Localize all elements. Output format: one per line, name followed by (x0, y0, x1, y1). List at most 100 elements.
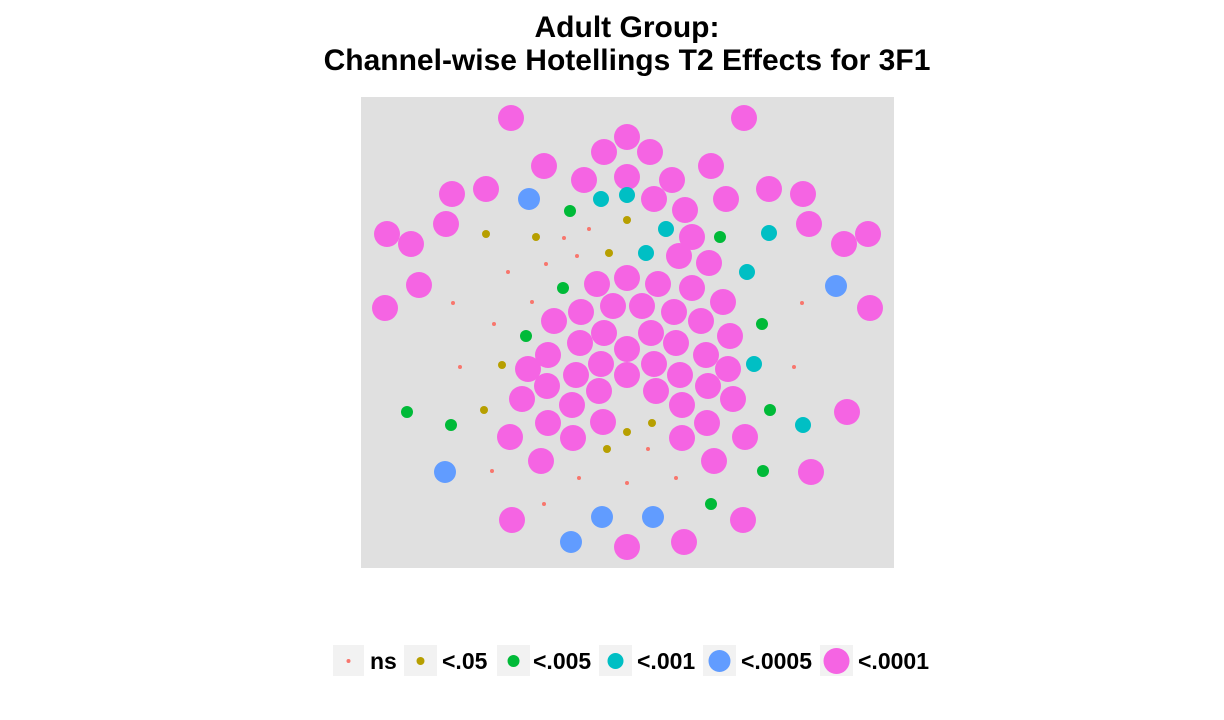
data-point-p0005 (591, 506, 613, 528)
data-point-p0001 (586, 378, 612, 404)
data-point-p0001 (730, 507, 756, 533)
data-point-p0001 (498, 105, 524, 131)
data-point-p05 (623, 428, 631, 436)
legend-label-p005: <.005 (533, 648, 591, 674)
data-point-p0001 (645, 271, 671, 297)
data-point-p0001 (560, 425, 586, 451)
data-point-p0001 (588, 351, 614, 377)
data-point-p001 (593, 191, 609, 207)
data-point-p001 (746, 356, 762, 372)
data-point-p05 (623, 216, 631, 224)
data-point-p001 (761, 225, 777, 241)
data-point-p0001 (672, 197, 698, 223)
data-point-p0001 (717, 323, 743, 349)
data-point-p005 (756, 318, 768, 330)
data-point-p0001 (694, 410, 720, 436)
data-point-p0005 (825, 275, 847, 297)
data-point-p0001 (614, 265, 640, 291)
data-point-p0001 (531, 153, 557, 179)
data-point-ns (492, 322, 496, 326)
data-point-ns (506, 270, 510, 274)
data-point-p0001 (439, 181, 465, 207)
legend-key-p0005 (708, 650, 731, 672)
data-point-p0001 (499, 507, 525, 533)
data-point-p0001 (679, 275, 705, 301)
legend-label-p001: <.001 (637, 648, 695, 674)
data-point-p0001 (600, 293, 626, 319)
data-point-p0001 (790, 181, 816, 207)
data-point-p0005 (434, 461, 456, 483)
data-point-p0001 (497, 424, 523, 450)
data-point-p0001 (857, 295, 883, 321)
data-point-p0001 (696, 250, 722, 276)
legend-key-p0001 (823, 648, 850, 674)
data-point-p0001 (796, 211, 822, 237)
data-point-p0001 (374, 221, 400, 247)
data-point-p0001 (372, 295, 398, 321)
data-point-p0001 (855, 221, 881, 247)
data-point-ns (674, 476, 678, 480)
data-point-p0001 (567, 330, 593, 356)
points-layer (372, 105, 883, 560)
data-point-p0001 (710, 289, 736, 315)
data-point-p05 (482, 230, 490, 238)
data-point-p0001 (614, 164, 640, 190)
data-point-p0001 (715, 356, 741, 382)
data-point-p0001 (659, 167, 685, 193)
data-point-ns (490, 469, 494, 473)
legend-key-p005 (507, 655, 520, 667)
data-point-p0001 (534, 373, 560, 399)
data-point-p0001 (614, 534, 640, 560)
data-point-p0001 (591, 320, 617, 346)
data-point-p05 (532, 233, 540, 241)
data-point-p0001 (641, 351, 667, 377)
data-point-p0001 (568, 299, 594, 325)
data-point-p0001 (591, 139, 617, 165)
data-point-p001 (638, 245, 654, 261)
data-point-p0001 (473, 176, 499, 202)
data-point-p0001 (571, 167, 597, 193)
data-point-p005 (705, 498, 717, 510)
legend: ns <.05 <.005 <.001 <.0005 <.0001 (333, 645, 929, 676)
data-point-p0001 (831, 231, 857, 257)
data-point-p0001 (661, 299, 687, 325)
data-point-p0001 (732, 424, 758, 450)
data-point-ns (562, 236, 566, 240)
data-point-p0001 (688, 308, 714, 334)
data-point-p0005 (642, 506, 664, 528)
legend-label-p0005: <.0005 (741, 648, 812, 674)
data-point-p0001 (528, 448, 554, 474)
data-point-p05 (498, 361, 506, 369)
data-point-p0001 (541, 308, 567, 334)
data-point-p005 (757, 465, 769, 477)
data-point-p0001 (559, 392, 585, 418)
legend-label-p0001: <.0001 (858, 648, 929, 674)
legend-key-ns (346, 659, 351, 663)
data-point-p0001 (834, 399, 860, 425)
data-point-p0001 (713, 186, 739, 212)
data-point-p0001 (669, 425, 695, 451)
data-point-ns (625, 481, 629, 485)
data-point-p05 (605, 249, 613, 257)
data-point-p005 (520, 330, 532, 342)
data-point-p0001 (406, 272, 432, 298)
data-point-ns (577, 476, 581, 480)
data-point-p05 (603, 445, 611, 453)
data-point-p0001 (671, 529, 697, 555)
data-point-p001 (658, 221, 674, 237)
data-point-p0001 (638, 320, 664, 346)
data-point-p0001 (720, 386, 746, 412)
data-point-p0001 (669, 392, 695, 418)
data-point-ns (458, 365, 462, 369)
data-point-p005 (445, 419, 457, 431)
data-point-ns (575, 254, 579, 258)
data-point-p0005 (560, 531, 582, 553)
data-point-p001 (739, 264, 755, 280)
data-point-ns (587, 227, 591, 231)
data-point-p0001 (629, 293, 655, 319)
legend-key-p05 (416, 657, 425, 665)
data-point-p0001 (643, 378, 669, 404)
data-point-p0001 (614, 336, 640, 362)
data-point-p005 (764, 404, 776, 416)
data-point-p0001 (667, 362, 693, 388)
